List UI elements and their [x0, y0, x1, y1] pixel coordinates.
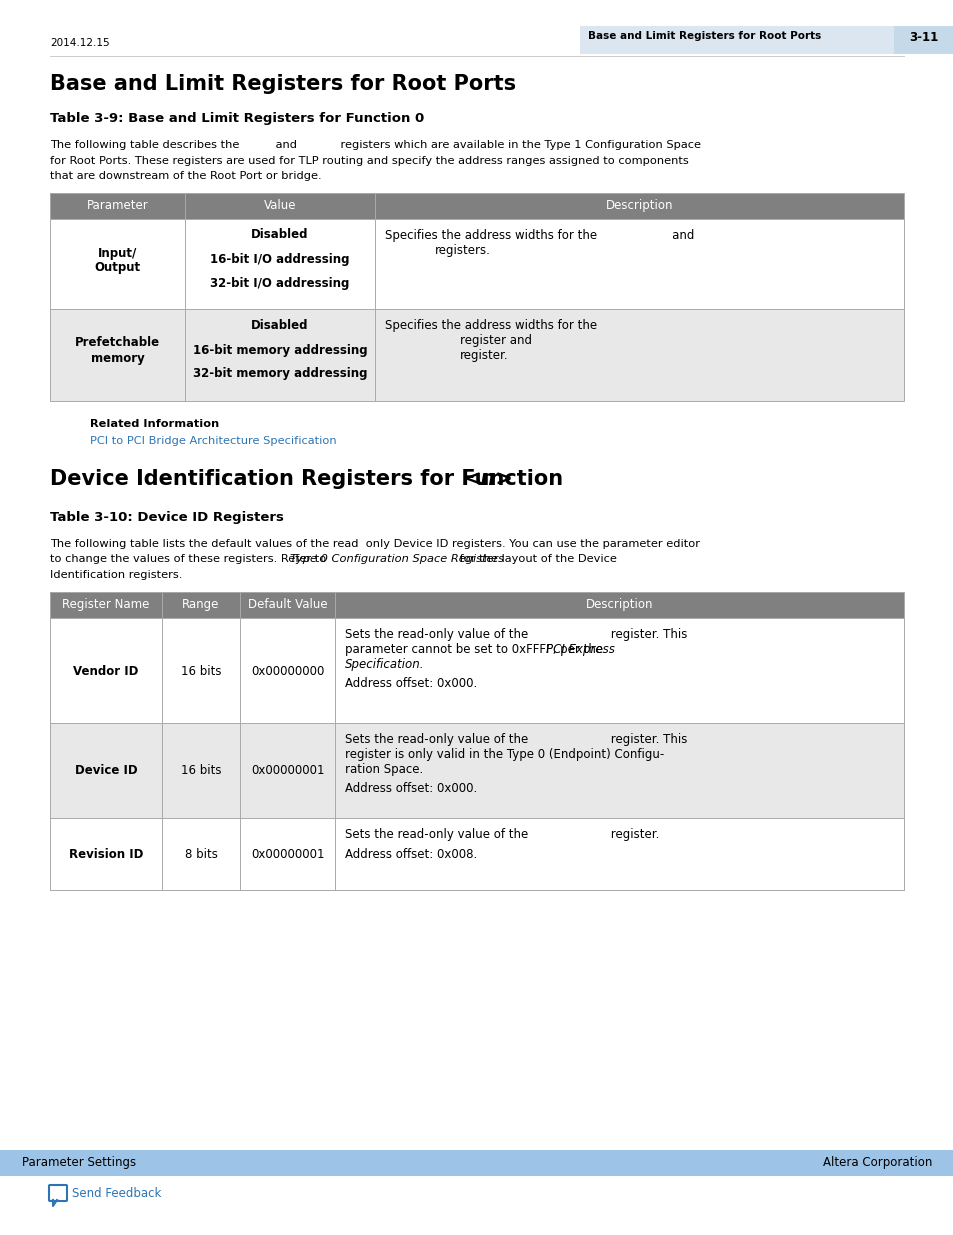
Text: 16-bit I/O addressing: 16-bit I/O addressing [210, 253, 350, 267]
Text: for the layout of the Device: for the layout of the Device [456, 555, 616, 564]
Text: 0x00000001: 0x00000001 [251, 848, 324, 861]
Text: Table 3-10: Device ID Registers: Table 3-10: Device ID Registers [50, 510, 284, 524]
Bar [50, 309, 903, 400]
Bar [50, 592, 903, 890]
Text: that are downstream of the Root Port or bridge.: that are downstream of the Root Port or … [50, 170, 321, 182]
Text: Description: Description [585, 598, 653, 611]
Text: 0x00000000: 0x00000000 [251, 664, 324, 678]
Text: Address offset: 0x000.: Address offset: 0x000. [345, 783, 476, 795]
Text: ration Space.: ration Space. [345, 762, 423, 776]
Text: Vendor ID: Vendor ID [73, 664, 138, 678]
Text: Specifies the address widths for the: Specifies the address widths for the [385, 319, 597, 331]
Text: 3-11: 3-11 [908, 31, 938, 44]
Text: register.: register. [459, 348, 508, 362]
Text: Disabled: Disabled [251, 319, 309, 331]
Text: Disabled: Disabled [251, 228, 309, 242]
Text: Prefetchable: Prefetchable [75, 336, 160, 350]
Bar [50, 592, 903, 618]
Bar [50, 219, 903, 309]
Text: Base and Limit Registers for Root Ports: Base and Limit Registers for Root Ports [50, 74, 516, 94]
Bar [50, 618, 903, 722]
Text: Base and Limit Registers for Root Ports: Base and Limit Registers for Root Ports [587, 31, 821, 41]
Text: 16 bits: 16 bits [180, 664, 221, 678]
Text: Default Value: Default Value [248, 598, 327, 611]
Text: 16 bits: 16 bits [180, 764, 221, 778]
Text: register and: register and [459, 333, 532, 347]
Text: 8 bits: 8 bits [184, 848, 217, 861]
Text: Type 0 Configuration Space Registers: Type 0 Configuration Space Registers [290, 555, 503, 564]
Text: The following table lists the default values of the read  only Device ID registe: The following table lists the default va… [50, 538, 700, 548]
Bar [50, 193, 903, 219]
Text: 32-bit memory addressing: 32-bit memory addressing [193, 367, 367, 379]
Text: Sets the read-only value of the                      register.: Sets the read-only value of the register… [345, 827, 659, 841]
Bar [893, 26, 953, 54]
Text: Altera Corporation: Altera Corporation [821, 1156, 931, 1170]
Text: Identification registers.: Identification registers. [50, 569, 182, 579]
Text: Device ID: Device ID [74, 764, 137, 778]
Text: for Root Ports. These registers are used for TLP routing and specify the address: for Root Ports. These registers are used… [50, 156, 688, 165]
Text: memory: memory [91, 352, 144, 364]
Text: to change the values of these registers. Refer to: to change the values of these registers.… [50, 555, 330, 564]
Bar [579, 26, 893, 54]
Text: Send Feedback: Send Feedback [71, 1187, 161, 1200]
Bar [0, 1150, 953, 1176]
Text: 2014.12.15: 2014.12.15 [50, 38, 110, 48]
Text: parameter cannot be set to 0xFFFF, per the: parameter cannot be set to 0xFFFF, per t… [345, 642, 606, 656]
Bar [50, 722, 903, 818]
Text: Parameter Settings: Parameter Settings [22, 1156, 136, 1170]
Text: Value: Value [263, 199, 296, 211]
Text: PCI to PCI Bridge Architecture Specification: PCI to PCI Bridge Architecture Specifica… [90, 436, 336, 447]
Text: Description: Description [605, 199, 673, 211]
Text: Address offset: 0x008.: Address offset: 0x008. [345, 847, 476, 861]
Text: Sets the read-only value of the                      register. This: Sets the read-only value of the register… [345, 734, 687, 746]
Text: PCI Express: PCI Express [546, 642, 615, 656]
Text: Output: Output [94, 262, 140, 274]
Text: Sets the read-only value of the                      register. This: Sets the read-only value of the register… [345, 629, 687, 641]
Text: Range: Range [182, 598, 219, 611]
Text: 16-bit memory addressing: 16-bit memory addressing [193, 343, 367, 357]
Text: Table 3-9: Base and Limit Registers for Function 0: Table 3-9: Base and Limit Registers for … [50, 112, 424, 125]
Bar [50, 818, 903, 890]
Bar [50, 193, 903, 400]
Text: Register Name: Register Name [62, 598, 150, 611]
Text: Specifies the address widths for the                    and: Specifies the address widths for the and [385, 228, 694, 242]
Text: Specification.: Specification. [345, 657, 424, 671]
Text: Revision ID: Revision ID [69, 848, 143, 861]
Text: register is only valid in the Type 0 (Endpoint) Configu-: register is only valid in the Type 0 (En… [345, 748, 663, 761]
Text: Input/: Input/ [98, 247, 137, 259]
Text: The following table describes the          and            registers which are av: The following table describes the and re… [50, 140, 700, 149]
Text: registers.: registers. [435, 243, 491, 257]
Text: Related Information: Related Information [90, 419, 219, 429]
Text: <n>: <n> [463, 468, 514, 489]
Text: Address offset: 0x000.: Address offset: 0x000. [345, 678, 476, 690]
Text: 32-bit I/O addressing: 32-bit I/O addressing [210, 277, 350, 289]
Text: Device Identification Registers for Function: Device Identification Registers for Func… [50, 468, 570, 489]
Text: Parameter: Parameter [87, 199, 149, 211]
Text: 0x00000001: 0x00000001 [251, 764, 324, 778]
